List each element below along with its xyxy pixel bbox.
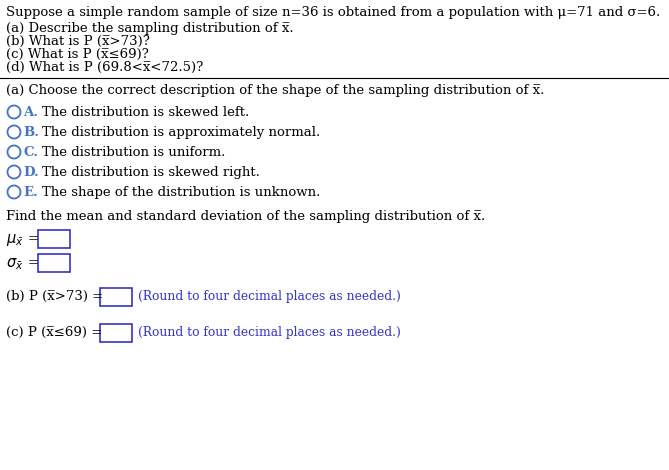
Text: (b) What is P (x̅​>​73)?: (b) What is P (x̅​>​73)? xyxy=(6,35,150,48)
FancyBboxPatch shape xyxy=(100,288,132,306)
Text: The distribution is skewed right.: The distribution is skewed right. xyxy=(42,166,260,179)
Text: Find the mean and standard deviation of the sampling distribution of x̅.: Find the mean and standard deviation of … xyxy=(6,210,485,223)
FancyBboxPatch shape xyxy=(100,324,132,342)
Text: (c) P (x̅​≤​69) =: (c) P (x̅​≤​69) = xyxy=(6,326,102,339)
Text: =: = xyxy=(28,232,39,245)
Text: D.: D. xyxy=(23,166,39,179)
Text: The distribution is skewed left.: The distribution is skewed left. xyxy=(42,106,250,119)
Text: A.: A. xyxy=(23,106,38,119)
Text: E.: E. xyxy=(23,186,37,199)
Text: (b) P (x̅​>​73) =: (b) P (x̅​>​73) = xyxy=(6,290,103,303)
Text: (d) What is P (69.8​<​x̅​<​72.5)?: (d) What is P (69.8​<​x̅​<​72.5)? xyxy=(6,61,203,74)
Text: The shape of the distribution is unknown.: The shape of the distribution is unknown… xyxy=(42,186,320,199)
Text: $\sigma_{\bar{x}}$: $\sigma_{\bar{x}}$ xyxy=(6,256,23,272)
Text: $\mu_{\bar{x}}$: $\mu_{\bar{x}}$ xyxy=(6,232,23,248)
Text: C.: C. xyxy=(23,146,38,159)
FancyBboxPatch shape xyxy=(38,230,70,248)
Text: The distribution is uniform.: The distribution is uniform. xyxy=(42,146,225,159)
FancyBboxPatch shape xyxy=(38,254,70,272)
Text: Suppose a simple random sample of size n​=​36 is obtained from a population with: Suppose a simple random sample of size n… xyxy=(6,6,660,19)
Text: (Round to four decimal places as needed.): (Round to four decimal places as needed.… xyxy=(138,326,401,339)
Text: (c) What is P (x̅​≤​69)?: (c) What is P (x̅​≤​69)? xyxy=(6,48,149,61)
Text: B.: B. xyxy=(23,126,39,139)
Text: (Round to four decimal places as needed.): (Round to four decimal places as needed.… xyxy=(138,290,401,303)
Text: =: = xyxy=(28,256,39,269)
Text: The distribution is approximately normal.: The distribution is approximately normal… xyxy=(42,126,320,139)
Text: (a) Choose the correct description of the shape of the sampling distribution of : (a) Choose the correct description of th… xyxy=(6,84,545,97)
Text: (a) Describe the sampling distribution of x̅.: (a) Describe the sampling distribution o… xyxy=(6,22,294,35)
